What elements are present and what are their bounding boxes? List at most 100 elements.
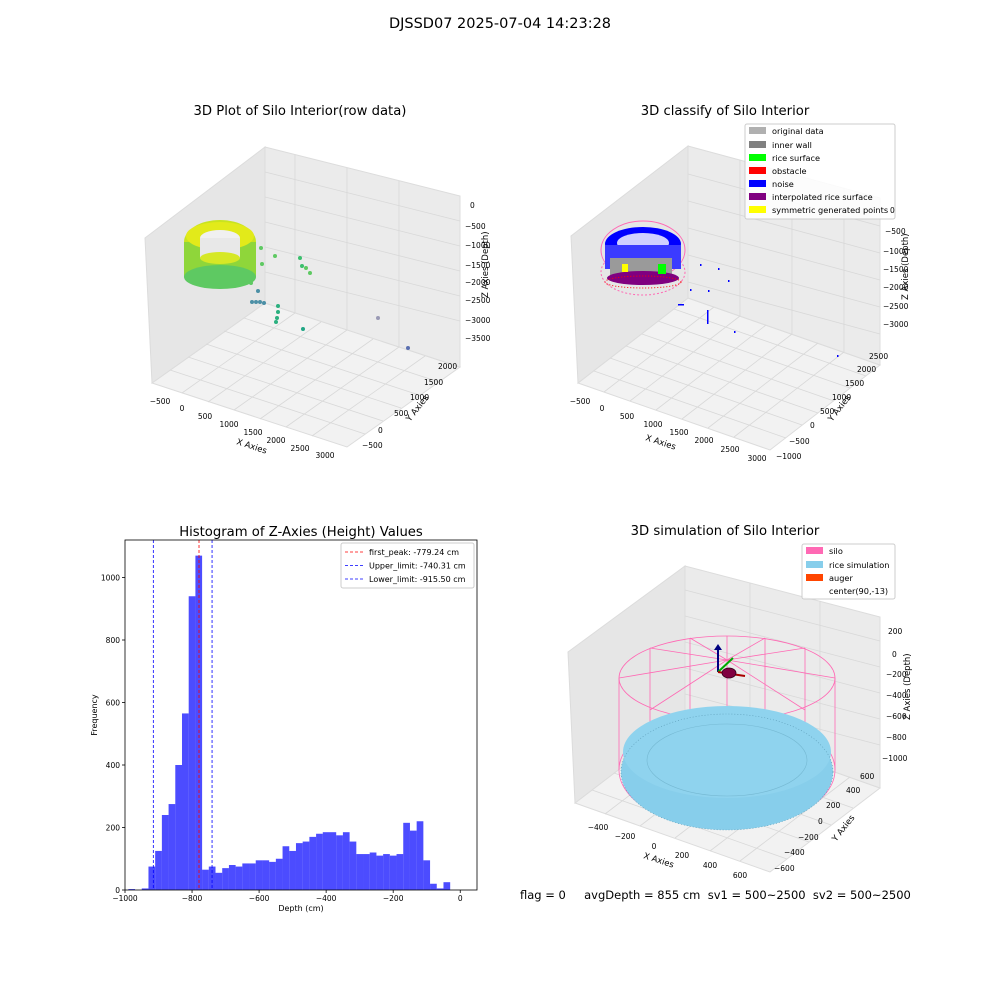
- histogram-bar: [342, 832, 350, 890]
- histogram-x-tick-label: −600: [249, 894, 270, 903]
- classify-z-tick: −500: [885, 227, 906, 236]
- histogram-y-tick-label: 800: [106, 636, 121, 645]
- histogram-bar: [409, 830, 417, 890]
- auger-marker: [714, 644, 746, 679]
- classify-plot-title: 3D classify of Silo Interior: [640, 104, 810, 119]
- simulation-z-label: Z Axies (Depth): [903, 653, 913, 720]
- legend-label: rice simulation: [829, 560, 889, 570]
- classify-y-tick: 500: [820, 407, 835, 416]
- histogram-bar: [141, 888, 149, 890]
- status-line: flag = 0 avgDepth = 855 cm sv1 = 500~250…: [520, 888, 911, 902]
- raw-z-tick: −2000: [465, 278, 491, 287]
- classify-z-tick: −2500: [883, 302, 909, 311]
- histogram-x-tick-label: −800: [182, 894, 203, 903]
- raw-z-label: Z Axies (Depth): [481, 231, 491, 298]
- histogram-bar: [403, 822, 410, 890]
- histogram-bar: [148, 866, 156, 890]
- raw-x-tick: 2000: [266, 436, 285, 445]
- histogram-bar: [249, 863, 256, 890]
- simulation-y-tick: −200: [798, 833, 819, 842]
- classify-x-tick: 0: [600, 404, 605, 413]
- histogram-bar: [316, 833, 323, 890]
- raw-x-tick: 500: [198, 412, 213, 421]
- legend-label: Upper_limit: -740.31 cm: [369, 562, 466, 571]
- raw-x-tick: 1000: [219, 420, 238, 429]
- simulation-legend: silo rice simulation auger center(90,-13…: [801, 543, 896, 600]
- histogram-x-tick-label: −200: [383, 894, 404, 903]
- raw-z-tick: −1500: [465, 261, 491, 270]
- raw-y-tick: −500: [362, 441, 383, 450]
- classify-y-tick: −1000: [776, 452, 802, 461]
- histogram-bar: [208, 866, 216, 890]
- simulation-x-tick: 400: [703, 861, 718, 870]
- raw-points: [184, 220, 410, 350]
- histogram-bar: [262, 860, 270, 890]
- histogram-bar: [336, 835, 343, 890]
- histogram-bar: [309, 836, 317, 890]
- simulation-x-tick: 600: [733, 871, 748, 880]
- classify-z-tick: −1500: [883, 265, 909, 274]
- simulation-y-tick: 200: [826, 801, 841, 810]
- legend-label: original data: [772, 126, 824, 136]
- classify-y-tick: 2500: [869, 352, 888, 361]
- raw-z-tick: −2500: [465, 296, 491, 305]
- histogram-bar: [423, 860, 431, 890]
- simulation-z-tick: −600: [886, 712, 907, 721]
- histogram-bar: [222, 868, 229, 890]
- histogram-bar: [416, 821, 424, 890]
- histogram-bar: [329, 832, 337, 890]
- histogram-x-tick-label: −1000: [112, 894, 138, 903]
- legend-label: noise: [772, 179, 794, 189]
- raw-y-tick: 1500: [424, 378, 443, 387]
- histogram-legend: [340, 542, 475, 589]
- raw-y-tick: 2000: [438, 362, 457, 371]
- legend-swatch: [806, 561, 823, 568]
- histogram-bar: [168, 804, 176, 890]
- classify-points: [600, 220, 839, 357]
- histogram-bar: [228, 865, 236, 890]
- legend-swatch: [749, 141, 766, 148]
- histogram-bar: [363, 854, 370, 890]
- histogram-bar: [349, 841, 357, 890]
- simulation-z-tick: 200: [888, 627, 903, 636]
- histogram-bar: [161, 815, 169, 890]
- legend-swatch: [749, 180, 766, 187]
- legend-label: symmetric generated points: [772, 205, 888, 215]
- simulation-y-tick: −400: [784, 848, 805, 857]
- histogram-y-tick-label: 0: [115, 886, 120, 895]
- histogram-bar: [181, 713, 189, 890]
- legend-label: interpolated rice surface: [772, 192, 873, 202]
- raw-x-tick: 1500: [243, 428, 262, 437]
- raw-y-tick: 500: [394, 409, 409, 418]
- raw-y-tick: 1000: [410, 393, 429, 402]
- classify-x-tick: 1000: [643, 420, 662, 429]
- simulation-plot-title: 3D simulation of Silo Interior: [630, 524, 820, 539]
- histogram-bar: [436, 888, 444, 890]
- legend-swatch: [749, 127, 766, 134]
- histogram-bar: [430, 883, 437, 890]
- histogram-x-tick-label: −400: [316, 894, 337, 903]
- classify-x-tick: 500: [620, 412, 635, 421]
- histogram-bar: [322, 832, 330, 890]
- histogram-bar: [282, 846, 290, 890]
- simulation-z-tick: −1000: [882, 754, 908, 763]
- histogram-y-label: Frequency: [90, 694, 99, 736]
- classify-x-tick: 2500: [720, 445, 739, 454]
- histogram-bar: [302, 841, 310, 890]
- classify-z-tick: −2000: [883, 283, 909, 292]
- raw-z-tick: −1000: [465, 241, 491, 250]
- raw-z-tick: −500: [465, 222, 486, 231]
- legend-label: auger: [829, 573, 853, 583]
- classify-z-label: Z Axies (Depth): [901, 233, 911, 300]
- classify-y-tick: 1500: [845, 379, 864, 388]
- histogram-bar: [396, 854, 404, 890]
- legend-label: center(90,-13): [829, 586, 888, 596]
- histogram-bar: [356, 854, 364, 890]
- legend-swatch: [806, 574, 823, 581]
- simulation-x-tick: 0: [652, 842, 657, 851]
- classify-z-tick: 0: [890, 206, 895, 215]
- legend-swatch: [749, 167, 766, 174]
